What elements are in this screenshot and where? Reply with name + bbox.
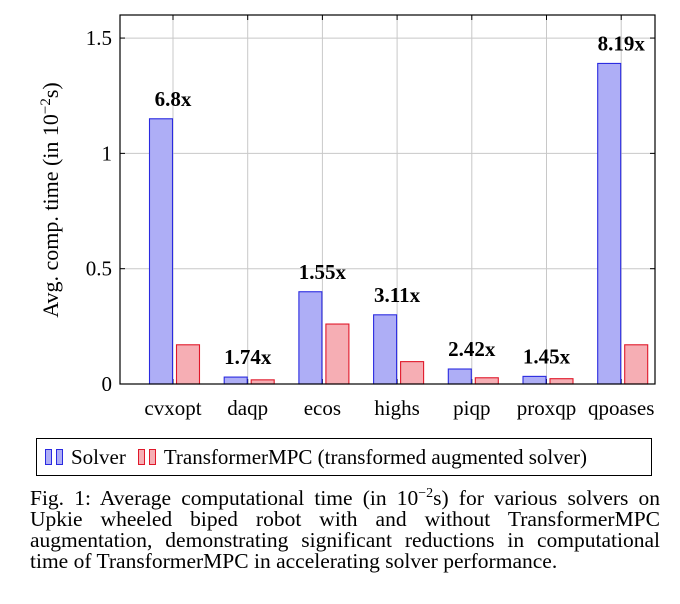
caption-text-before: Average computational time (in 10: [90, 486, 419, 510]
y-tick-labels: 0 0.5 1 1.5: [86, 26, 112, 396]
bar-transformermpc: [549, 378, 574, 385]
legend-item-solver: Solver: [45, 445, 126, 470]
x-tick-label: proxqp: [517, 396, 577, 420]
bar-transformermpc: [624, 344, 649, 385]
bar-transformermpc: [400, 361, 425, 385]
speedup-annotation: 3.11x: [374, 283, 421, 307]
y-tick-label: 1: [102, 141, 113, 165]
speedup-annotation: 6.8x: [155, 87, 192, 111]
bar-solver: [522, 375, 547, 385]
bar-transformermpc: [325, 323, 350, 385]
caption-exp: −2: [418, 485, 434, 501]
speedup-annotation: 1.45x: [523, 344, 571, 368]
x-tick-label: ecos: [304, 396, 341, 420]
y-axis-label-suffix: s): [38, 82, 63, 98]
figure-caption: Fig. 1: Average computational time (in 1…: [30, 485, 660, 573]
y-axis-label-exp: −2: [38, 98, 54, 114]
bars: [148, 62, 649, 385]
plot-frame: [119, 14, 656, 385]
legend-item-transformermpc: TransformerMPC (transformed augmented so…: [137, 444, 588, 470]
legend-swatch-transformermpc: [137, 449, 145, 465]
bar-transformermpc: [250, 379, 275, 385]
speedup-annotation: 1.55x: [299, 260, 347, 284]
caption-label: Fig. 1:: [30, 486, 91, 510]
legend: Solver TransformerMPC (transformed augme…: [36, 438, 652, 476]
x-tick-labels: cvxopt daqp ecos highs piqp proxqp qpoases: [144, 396, 654, 420]
legend-label-transformermpc: TransformerMPC (transformed augmented so…: [163, 444, 588, 469]
bar-solver: [447, 368, 472, 385]
x-tick-label: piqp: [453, 396, 490, 420]
legend-label-solver: Solver: [71, 444, 126, 469]
bar-solver: [148, 118, 174, 385]
x-tick-label: highs: [374, 396, 420, 420]
legend-swatch-transformermpc-2: [148, 449, 156, 465]
y-axis-label: Avg. comp. time (in 10−2s): [38, 82, 63, 318]
speedup-annotation: 8.19x: [598, 31, 646, 55]
speedup-annotation: 2.42x: [448, 337, 496, 361]
y-tick-label: 0: [102, 372, 113, 396]
y-tick-label: 0.5: [86, 257, 112, 281]
speedup-annotation: 1.74x: [224, 345, 272, 369]
legend-swatch-solver-2: [56, 449, 63, 465]
bar-transformermpc: [474, 377, 499, 385]
bar-solver: [373, 314, 398, 385]
y-axis-label-prefix: Avg. comp. time (in 10: [38, 114, 63, 318]
x-tick-label: daqp: [227, 396, 268, 420]
bar-solver: [597, 62, 622, 385]
bar-annotations: 6.8x 1.74x 1.55x 3.11x 2.42x 1.45x 8.19x: [155, 31, 646, 369]
x-tick-label: qpoases: [588, 396, 655, 420]
bar-solver: [298, 291, 323, 385]
y-tick-label: 1.5: [86, 26, 112, 50]
x-tick-label: cvxopt: [144, 396, 201, 420]
bar-solver: [223, 376, 248, 385]
bar-transformermpc: [175, 344, 201, 385]
caption-text-after: s) for various solvers on Upkie wheeled …: [30, 486, 660, 573]
bar-chart: 6.8x 1.74x 1.55x 3.11x 2.42x 1.45x 8.19x cvxop…: [38, 14, 656, 420]
legend-swatch-solver: [45, 449, 52, 465]
